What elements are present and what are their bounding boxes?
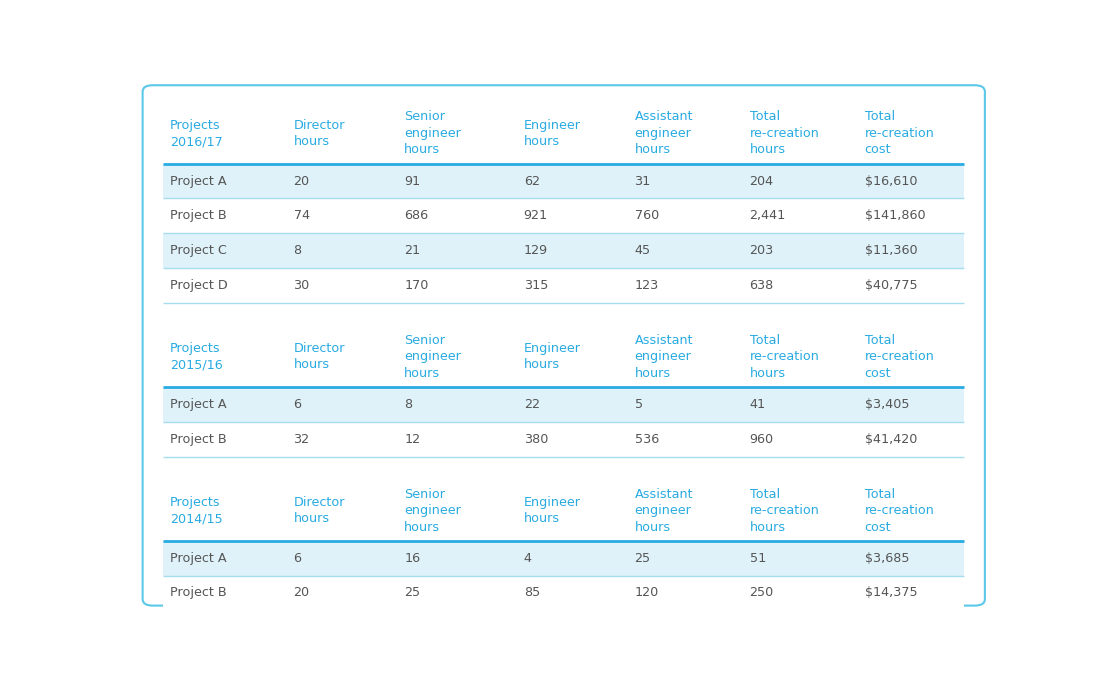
Text: 170: 170	[405, 279, 429, 292]
Text: Project B: Project B	[169, 209, 227, 222]
Text: 536: 536	[635, 433, 659, 446]
Text: 2,441: 2,441	[749, 209, 785, 222]
Text: $41,420: $41,420	[865, 433, 917, 446]
Text: 5: 5	[635, 398, 642, 411]
Bar	[163, 163, 965, 198]
Text: $14,375: $14,375	[865, 586, 917, 599]
Text: 41: 41	[749, 398, 766, 411]
Text: 8: 8	[405, 398, 412, 411]
Text: $40,775: $40,775	[865, 279, 917, 292]
Text: Engineer
hours: Engineer hours	[524, 119, 581, 148]
Bar	[163, 575, 965, 610]
Text: Assistant
engineer
hours: Assistant engineer hours	[635, 488, 693, 534]
Text: 315: 315	[524, 279, 548, 292]
Text: Project A: Project A	[169, 398, 227, 411]
Text: 74: 74	[294, 209, 309, 222]
Bar	[163, 422, 965, 456]
Text: 8: 8	[294, 244, 301, 257]
Text: Projects
2016/17: Projects 2016/17	[169, 119, 222, 148]
Text: 31: 31	[635, 174, 651, 187]
Text: 760: 760	[635, 209, 659, 222]
Text: Senior
engineer
hours: Senior engineer hours	[405, 334, 461, 380]
Text: Project B: Project B	[169, 586, 227, 599]
Text: 25: 25	[635, 552, 650, 565]
Text: 32: 32	[294, 433, 309, 446]
Bar	[163, 387, 965, 422]
Text: Director
hours: Director hours	[294, 496, 345, 525]
Text: 203: 203	[749, 244, 773, 257]
Text: Total
re-creation
hours: Total re-creation hours	[749, 488, 820, 534]
Text: 16: 16	[405, 552, 420, 565]
Text: 250: 250	[749, 586, 773, 599]
Text: 129: 129	[524, 244, 548, 257]
Bar	[163, 541, 965, 575]
Text: 638: 638	[749, 279, 773, 292]
Text: Director
hours: Director hours	[294, 119, 345, 148]
Text: Engineer
hours: Engineer hours	[524, 342, 581, 371]
Text: Total
re-creation
cost: Total re-creation cost	[865, 334, 935, 380]
Text: 91: 91	[405, 174, 420, 187]
Text: 204: 204	[749, 174, 773, 187]
FancyBboxPatch shape	[143, 86, 984, 605]
Text: Total
re-creation
hours: Total re-creation hours	[749, 110, 820, 157]
Text: 21: 21	[405, 244, 420, 257]
Text: Project C: Project C	[169, 244, 227, 257]
Bar	[163, 198, 965, 233]
Text: 123: 123	[635, 279, 659, 292]
Bar	[163, 233, 965, 268]
Text: $16,610: $16,610	[865, 174, 917, 187]
Text: 20: 20	[294, 174, 309, 187]
Text: 25: 25	[405, 586, 420, 599]
Text: Project A: Project A	[169, 174, 227, 187]
Text: 921: 921	[524, 209, 548, 222]
Text: Assistant
engineer
hours: Assistant engineer hours	[635, 334, 693, 380]
Text: 12: 12	[405, 433, 420, 446]
Text: Projects
2015/16: Projects 2015/16	[169, 342, 222, 371]
Text: Project B: Project B	[169, 433, 227, 446]
Text: 30: 30	[294, 279, 310, 292]
Text: 85: 85	[524, 586, 540, 599]
Text: 22: 22	[524, 398, 540, 411]
Text: $3,405: $3,405	[865, 398, 910, 411]
Text: $11,360: $11,360	[865, 244, 917, 257]
Text: 686: 686	[405, 209, 429, 222]
Text: 6: 6	[294, 398, 301, 411]
Text: Projects
2014/15: Projects 2014/15	[169, 496, 222, 525]
Text: Senior
engineer
hours: Senior engineer hours	[405, 488, 461, 534]
Text: Engineer
hours: Engineer hours	[524, 496, 581, 525]
Text: Project A: Project A	[169, 552, 227, 565]
Text: 380: 380	[524, 433, 548, 446]
Text: 960: 960	[749, 433, 773, 446]
Text: 20: 20	[294, 586, 309, 599]
Text: Assistant
engineer
hours: Assistant engineer hours	[635, 110, 693, 157]
Text: 51: 51	[749, 552, 766, 565]
Text: $3,685: $3,685	[865, 552, 910, 565]
Text: Total
re-creation
hours: Total re-creation hours	[749, 334, 820, 380]
Text: Senior
engineer
hours: Senior engineer hours	[405, 110, 461, 157]
Text: Total
re-creation
cost: Total re-creation cost	[865, 110, 935, 157]
Text: Director
hours: Director hours	[294, 342, 345, 371]
Text: 120: 120	[635, 586, 659, 599]
Text: 4: 4	[524, 552, 531, 565]
Text: 62: 62	[524, 174, 540, 187]
Text: 45: 45	[635, 244, 650, 257]
Text: Project D: Project D	[169, 279, 228, 292]
Text: Total
re-creation
cost: Total re-creation cost	[865, 488, 935, 534]
Text: $141,860: $141,860	[865, 209, 925, 222]
Text: 6: 6	[294, 552, 301, 565]
Bar	[163, 268, 965, 303]
